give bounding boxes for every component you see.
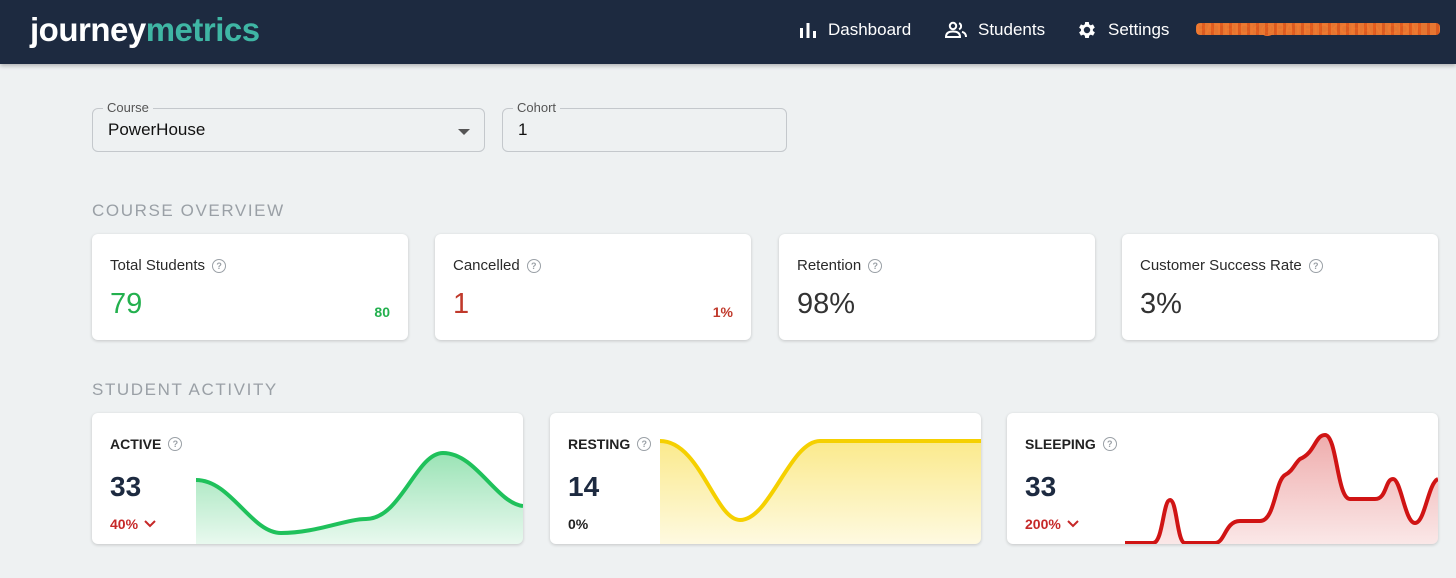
- retention-value: 98%: [797, 288, 856, 320]
- student-activity-title: STUDENT ACTIVITY: [92, 380, 278, 399]
- sleeping-change-row: 200%: [1025, 516, 1079, 532]
- email-redaction-mark: [1196, 23, 1440, 35]
- active-change-row: 40%: [110, 516, 156, 532]
- chevron-down-icon: [144, 520, 156, 528]
- retention-card: Retention ? 98%: [779, 234, 1095, 340]
- resting-change-row: 0%: [568, 516, 588, 532]
- logo-part-metrics: metrics: [145, 11, 260, 48]
- total-students-value: 79: [110, 288, 143, 320]
- active-change: 40%: [110, 516, 139, 532]
- resting-change: 0%: [568, 516, 589, 532]
- gear-icon: [1079, 22, 1095, 38]
- active-count: 33: [110, 471, 142, 502]
- sleeping-label-row: SLEEPING ?: [1025, 436, 1117, 452]
- cancelled-card: Cancelled ? 1 1%: [435, 234, 751, 340]
- total-students-label-row: Total Students ?: [110, 257, 227, 274]
- resting-label-row: RESTING ?: [568, 436, 652, 452]
- cohort-label: Cohort: [513, 100, 561, 116]
- bar-chart-icon: [800, 23, 816, 38]
- cohort-value: 1: [518, 120, 528, 139]
- app-logo[interactable]: journeymetrics: [30, 10, 260, 50]
- help-icon[interactable]: ?: [212, 258, 227, 273]
- sleeping-card: SLEEPING ? 33 200%: [1007, 413, 1438, 544]
- help-icon[interactable]: ?: [1308, 258, 1323, 273]
- nav-students[interactable]: Students: [944, 17, 1045, 43]
- active-label-row: ACTIVE ?: [110, 436, 183, 452]
- customer-success-label: Customer Success Rate: [1140, 257, 1302, 274]
- active-sparkline: [196, 450, 523, 544]
- help-icon[interactable]: ?: [868, 258, 883, 273]
- customer-success-value: 3%: [1140, 288, 1182, 320]
- active-card: ACTIVE ? 33 40%: [92, 413, 523, 544]
- total-students-label: Total Students: [110, 257, 206, 274]
- cancelled-label: Cancelled: [453, 257, 520, 274]
- resting-count: 14: [568, 471, 600, 502]
- resting-sparkline: [660, 439, 981, 544]
- resting-label: RESTING: [568, 436, 631, 452]
- total-students-secondary: 80: [374, 304, 390, 320]
- help-icon[interactable]: ?: [1102, 437, 1117, 451]
- cancelled-value: 1: [453, 288, 470, 320]
- course-select[interactable]: Course PowerHouse: [92, 100, 485, 152]
- help-icon[interactable]: ?: [526, 258, 541, 273]
- cohort-input[interactable]: Cohort 1: [502, 100, 787, 152]
- cancelled-percent: 1%: [712, 304, 733, 320]
- help-icon[interactable]: ?: [168, 437, 183, 451]
- chevron-down-icon: [1067, 520, 1079, 528]
- sleeping-count: 33: [1025, 471, 1057, 502]
- course-value: PowerHouse: [108, 120, 206, 139]
- cancelled-label-row: Cancelled ?: [453, 257, 541, 274]
- nav-settings[interactable]: Settings: [1076, 17, 1169, 43]
- resting-card: RESTING ? 14 0%: [550, 413, 981, 544]
- nav-students-label: Students: [978, 20, 1046, 39]
- active-label: ACTIVE: [110, 436, 162, 452]
- course-label: Course: [103, 100, 153, 116]
- retention-label: Retention: [797, 257, 862, 274]
- dropdown-caret-icon[interactable]: [458, 129, 470, 135]
- logo-part-journey: journey: [30, 11, 146, 48]
- nav-dashboard[interactable]: Dashboard: [798, 17, 911, 43]
- course-overview-title: COURSE OVERVIEW: [92, 201, 285, 220]
- total-students-card: Total Students ? 79 80: [92, 234, 408, 340]
- help-icon[interactable]: ?: [637, 437, 652, 451]
- sleeping-change: 200%: [1025, 516, 1061, 532]
- sleeping-sparkline: [1125, 432, 1438, 544]
- people-icon: [944, 21, 967, 38]
- customer-success-card: Customer Success Rate ? 3%: [1122, 234, 1438, 340]
- customer-success-label-row: Customer Success Rate ?: [1140, 257, 1323, 274]
- retention-label-row: Retention ?: [797, 257, 883, 274]
- sleeping-label: SLEEPING: [1025, 436, 1096, 452]
- nav-settings-label: Settings: [1108, 20, 1170, 39]
- top-navigation-bar: journeymetrics Dashboard Students Settin…: [0, 0, 1456, 64]
- nav-dashboard-label: Dashboard: [828, 20, 912, 39]
